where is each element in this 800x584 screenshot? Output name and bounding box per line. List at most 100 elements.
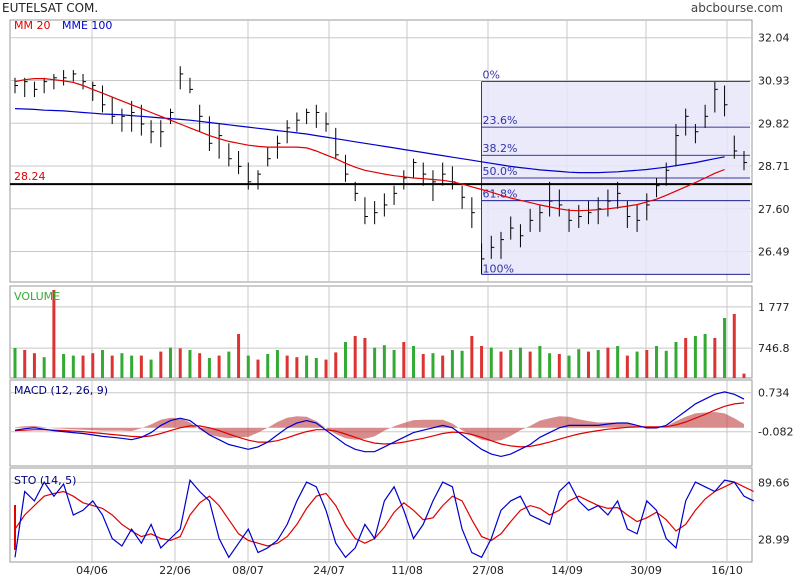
volume-bar	[723, 318, 727, 378]
y-tick-label: 26.49	[758, 246, 790, 259]
y-tick-label: 32.04	[758, 32, 790, 45]
ma20-line	[14, 77, 725, 212]
volume-bar	[373, 347, 377, 378]
y-tick-label: 0.734	[758, 387, 790, 400]
chart-title: EUTELSAT COM.	[2, 1, 98, 15]
volume-bar	[42, 357, 46, 378]
legend-sto: STO (14, 5)	[14, 474, 76, 487]
volume-bar	[198, 353, 202, 378]
volume-bar	[645, 350, 649, 378]
volume-bar	[149, 359, 153, 378]
volume-bar	[130, 355, 134, 378]
volume-bar	[567, 355, 571, 378]
volume-bar	[52, 290, 56, 378]
fibonacci-level-label: 38.2%	[483, 142, 518, 155]
volume-bar	[81, 355, 85, 378]
fibonacci-level-label: 100%	[483, 262, 514, 275]
volume-bar	[655, 346, 659, 378]
volume-bar	[693, 336, 697, 378]
x-tick-label: 11/08	[391, 564, 423, 577]
fibonacci-level-label: 0%	[483, 69, 500, 82]
volume-bar	[538, 346, 542, 378]
volume-bar	[635, 351, 639, 378]
legend-macd: MACD (12, 26, 9)	[14, 384, 108, 397]
x-tick-label: 27/08	[472, 564, 504, 577]
volume-bar	[110, 355, 114, 378]
volume-bar	[13, 348, 17, 378]
panel-volume: 1 777 746.8	[9, 285, 790, 379]
y-tick-label: 27.60	[758, 203, 790, 216]
volume-bar	[392, 350, 396, 378]
volume-bar	[169, 347, 173, 378]
volume-bar	[742, 373, 746, 378]
volume-bar	[227, 351, 231, 378]
volume-bar	[32, 353, 36, 378]
volume-bar	[431, 353, 435, 378]
volume-bar	[412, 346, 416, 378]
volume-bar	[217, 355, 221, 378]
volume-bar	[275, 350, 279, 378]
volume-bar	[178, 348, 182, 378]
volume-bar	[441, 355, 445, 378]
x-tick-label: 30/09	[630, 564, 662, 577]
volume-bar	[518, 347, 522, 378]
volume-bar	[528, 351, 532, 378]
volume-bar	[207, 358, 211, 378]
volume-bar	[295, 357, 299, 378]
volume-bar	[363, 338, 367, 378]
volume-bar	[480, 346, 484, 378]
volume-bar	[421, 354, 425, 378]
volume-bar	[305, 355, 309, 378]
y-tick-label: -0.082	[758, 426, 793, 439]
volume-bar	[382, 345, 386, 378]
volume-bar	[674, 342, 678, 378]
y-tick-label: 1 777	[758, 301, 790, 314]
macd-signal-line	[14, 402, 745, 448]
sto-k-line	[14, 478, 754, 559]
ema100-line	[14, 108, 725, 174]
volume-bar	[713, 338, 717, 378]
volume-bar	[353, 336, 357, 378]
x-tick-label: 08/07	[232, 564, 264, 577]
macd-histogram	[15, 412, 744, 442]
sto-d-line	[14, 481, 754, 547]
volume-bar	[159, 351, 163, 378]
volume-bar	[334, 352, 338, 378]
volume-bar	[732, 314, 736, 378]
volume-bar	[139, 355, 143, 378]
volume-bar	[23, 350, 27, 378]
y-tick-label: 30.93	[758, 74, 790, 87]
panels: 32.04 30.93 29.82 28.71 27.60 26.49 1 777 746.8…	[9, 19, 793, 577]
legend-ema100: MME 100	[62, 19, 112, 32]
volume-bar	[499, 351, 503, 378]
volume-bar	[91, 353, 95, 378]
y-tick-label: 89.66	[758, 476, 790, 489]
volume-bar	[246, 355, 250, 378]
fibonacci-level-label: 23.6%	[483, 114, 518, 127]
volume-bar	[684, 338, 688, 378]
source-label: abcbourse.com	[691, 1, 783, 15]
x-tick-label: 14/09	[551, 564, 583, 577]
volume-bar	[596, 350, 600, 378]
panel-sto: 89.66 28.99	[9, 467, 790, 563]
y-tick-label: 746.8	[758, 342, 790, 355]
volume-bar	[606, 347, 610, 378]
volume-bar	[703, 334, 707, 378]
volume-bar	[314, 358, 318, 378]
volume-bar	[586, 351, 590, 378]
volume-bar	[470, 336, 474, 378]
volume-bar	[324, 359, 328, 378]
volume-bar	[577, 349, 581, 378]
volume-bar	[62, 354, 66, 378]
y-tick-label: 28.71	[758, 160, 790, 173]
volume-bar	[450, 350, 454, 378]
volume-bar	[548, 353, 552, 378]
x-tick-label: 04/06	[76, 564, 108, 577]
volume-bar	[237, 334, 241, 378]
volume-bar	[402, 342, 406, 378]
volume-bar	[120, 353, 124, 378]
fibonacci-level-label: 50.0%	[483, 165, 518, 178]
legend-ma20: MM 20	[14, 19, 50, 32]
x-tick-label: 16/10	[711, 564, 743, 577]
